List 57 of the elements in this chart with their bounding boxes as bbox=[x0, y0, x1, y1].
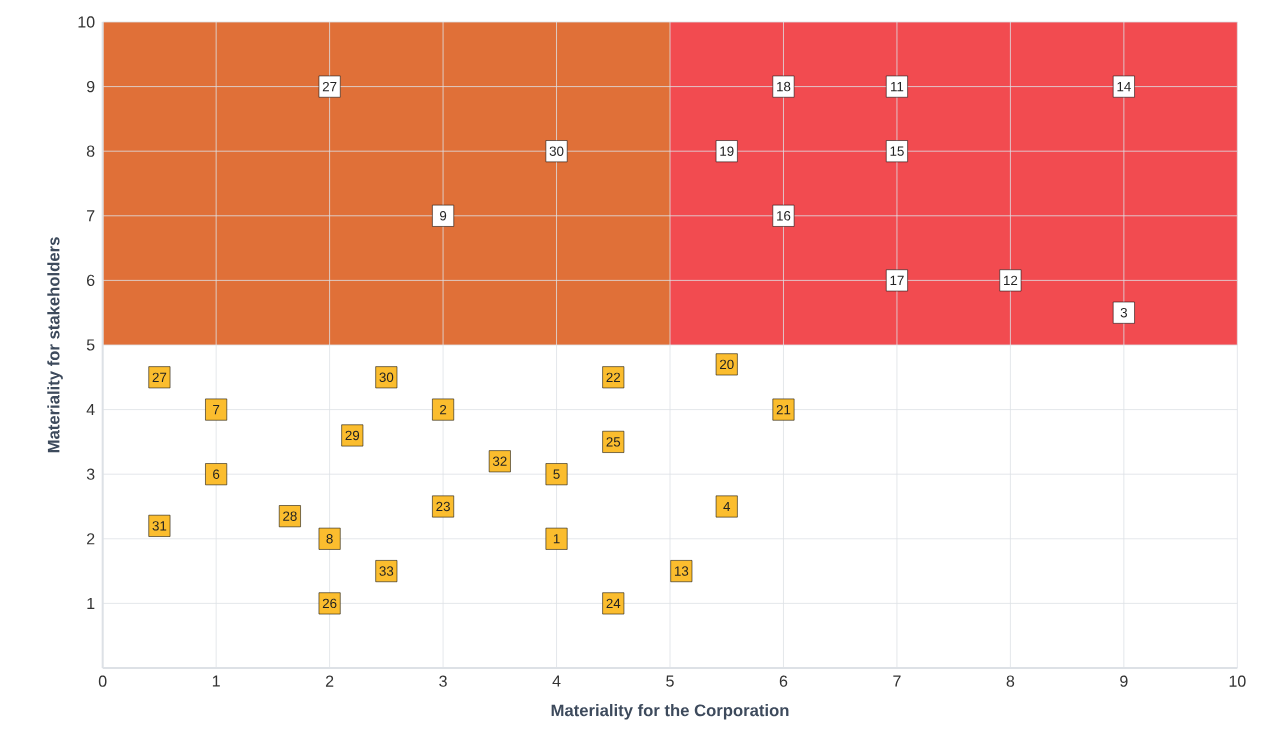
y-tick-label: 6 bbox=[87, 274, 95, 287]
y-tick-label: 4 bbox=[86, 404, 95, 416]
x-tick-label: 7 bbox=[893, 675, 901, 687]
y-tick-label: 2 bbox=[87, 533, 95, 545]
x-tick-label: 2 bbox=[325, 675, 334, 687]
x-tick-label: 0 bbox=[98, 675, 107, 687]
annotation: 11 bbox=[891, 82, 904, 92]
x-tick-label: 4 bbox=[552, 675, 561, 687]
annotation: 27 bbox=[152, 372, 167, 382]
x-tick-label: 3 bbox=[439, 675, 447, 687]
y-tick-label: 7 bbox=[87, 210, 95, 222]
annotation: 5 bbox=[553, 469, 560, 479]
y-tick-label: 8 bbox=[86, 145, 95, 157]
annotation: 16 bbox=[777, 211, 791, 221]
annotation: 19 bbox=[720, 146, 734, 156]
annotation: 1 bbox=[553, 534, 560, 544]
annotation: 22 bbox=[606, 372, 621, 382]
annotation: 14 bbox=[1117, 82, 1131, 92]
annotation: 28 bbox=[283, 511, 297, 521]
annotation: 8 bbox=[326, 534, 333, 544]
x-tick-label: 5 bbox=[666, 675, 674, 687]
annotation: 12 bbox=[1004, 275, 1018, 286]
y-tick-label: 5 bbox=[86, 339, 95, 351]
annotation: 13 bbox=[674, 566, 689, 576]
annotation: 18 bbox=[777, 81, 791, 92]
y-axis-title: Materiality for stakeholders bbox=[47, 237, 63, 453]
annotation: 9 bbox=[439, 211, 447, 221]
y-tick-label: 3 bbox=[86, 468, 95, 480]
annotation: 31 bbox=[152, 521, 167, 531]
annotation: 21 bbox=[776, 404, 791, 415]
annotation: 25 bbox=[606, 437, 621, 447]
annotation: 29 bbox=[345, 430, 360, 441]
x-axis-title: Materiality for the Corporation bbox=[551, 704, 789, 720]
annotation: 27 bbox=[322, 81, 337, 92]
annotation: 32 bbox=[492, 456, 507, 466]
x-tick-label: 8 bbox=[1006, 675, 1015, 687]
annotation: 17 bbox=[890, 275, 904, 285]
annotation: 30 bbox=[549, 146, 564, 156]
annotation: 33 bbox=[379, 566, 394, 576]
annotation: 30 bbox=[379, 372, 394, 382]
x-tick-label: 9 bbox=[1120, 675, 1128, 687]
annotation: 6 bbox=[213, 469, 220, 479]
y-tick-label: 9 bbox=[86, 80, 95, 93]
annotation: 23 bbox=[436, 501, 450, 512]
x-tick-label: 1 bbox=[212, 675, 220, 687]
annotation: 15 bbox=[890, 146, 904, 156]
y-tick-label: 1 bbox=[87, 597, 95, 609]
annotation: 24 bbox=[606, 598, 621, 609]
x-tick-label: 6 bbox=[779, 675, 788, 687]
annotation: 4 bbox=[723, 501, 731, 512]
annotation: 3 bbox=[1120, 307, 1127, 318]
annotation: 20 bbox=[719, 359, 734, 370]
x-tick-label: 10 bbox=[1229, 675, 1246, 687]
annotation: 26 bbox=[322, 598, 337, 609]
y-tick-label: 10 bbox=[78, 16, 95, 28]
annotation: 2 bbox=[440, 404, 447, 415]
annotation: 7 bbox=[213, 404, 220, 415]
